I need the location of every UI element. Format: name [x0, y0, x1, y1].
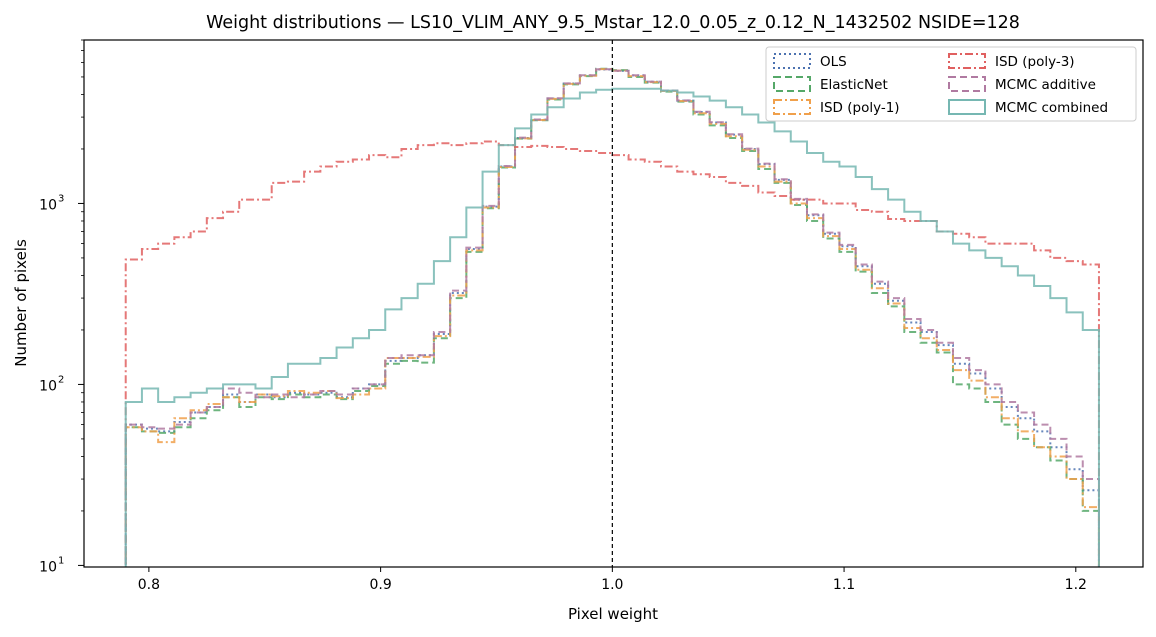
x-tick-label: 1.2 — [1065, 577, 1087, 593]
legend: OLS ElasticNet ISD (poly-1) ISD (poly-3) MCM… — [765, 46, 1137, 122]
legend-swatch — [948, 53, 986, 69]
y-tick-exponent: 3 — [58, 193, 64, 204]
y-tick-label: 10 — [39, 378, 57, 394]
chart-title: Weight distributions — LS10_VLIM_ANY_9.5… — [206, 13, 1020, 33]
legend-label: MCMC combined — [995, 100, 1108, 116]
series-line-2 — [124, 68, 1100, 567]
legend-swatch — [948, 76, 986, 92]
x-axis: 0.8 0.9 1.0 1.1 1.2 — [138, 567, 1087, 593]
legend-swatch — [948, 99, 986, 115]
y-tick-label: 10 — [39, 559, 57, 575]
legend-label: ISD (poly-3) — [995, 54, 1075, 70]
legend-box — [765, 46, 1137, 122]
x-tick-label: 0.8 — [138, 577, 160, 593]
legend-label: OLS — [820, 54, 847, 70]
legend-swatch — [773, 99, 811, 115]
y-tick-label: 10 — [39, 197, 57, 213]
series-line-4 — [124, 68, 1100, 567]
x-tick-label: 1.1 — [833, 577, 855, 593]
legend-label: ElasticNet — [820, 77, 888, 93]
y-tick-exponent: 1 — [58, 555, 64, 566]
y-axis-label: Number of pixels — [12, 239, 30, 367]
plot-frame — [83, 39, 1144, 568]
x-tick-label: 1.0 — [601, 577, 623, 593]
legend-label: ISD (poly-1) — [820, 100, 900, 116]
legend-label: MCMC additive — [995, 77, 1096, 93]
legend-swatch — [773, 76, 811, 92]
x-axis-label: Pixel weight — [568, 605, 658, 623]
x-tick-label: 0.9 — [369, 577, 391, 593]
y-tick-exponent: 2 — [58, 374, 64, 385]
